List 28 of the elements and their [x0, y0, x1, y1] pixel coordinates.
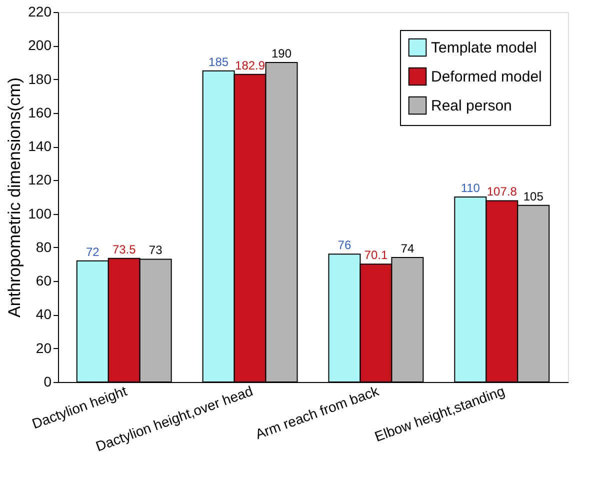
- data-label: 185: [208, 54, 229, 69]
- y-tick-label: 180: [28, 70, 52, 87]
- legend-label: Real person: [431, 98, 512, 114]
- y-axis-title: Anthropometric dimensions(cm): [5, 78, 24, 318]
- data-label: 73: [148, 243, 163, 258]
- y-tick-label: 220: [28, 4, 52, 20]
- y-tick-label: 140: [28, 138, 52, 154]
- y-tick-label: 160: [28, 104, 52, 120]
- y-tick-label: 60: [36, 272, 52, 289]
- data-label: 73.5: [112, 242, 136, 256]
- y-tick-label: 0: [44, 374, 52, 390]
- legend-label: Template model: [431, 40, 537, 56]
- y-tick-label: 120: [28, 172, 52, 188]
- y-tick-label: 200: [28, 37, 52, 54]
- y-tick-label: 20: [36, 340, 52, 356]
- data-label: 70.1: [364, 248, 388, 262]
- data-label: 182.9: [235, 58, 266, 72]
- data-label: 76: [338, 238, 352, 252]
- data-label: 74: [400, 242, 414, 256]
- legend-label: Deformed model: [431, 68, 542, 86]
- data-label: 110: [460, 181, 480, 195]
- data-label: 105: [523, 189, 544, 204]
- y-tick-label: 100: [28, 205, 52, 222]
- y-tick-label: 80: [36, 238, 52, 255]
- data-label: 72: [86, 244, 100, 259]
- y-tick-label: 40: [36, 306, 52, 322]
- data-label: 107.8: [486, 184, 518, 199]
- data-label: 190: [272, 46, 292, 60]
